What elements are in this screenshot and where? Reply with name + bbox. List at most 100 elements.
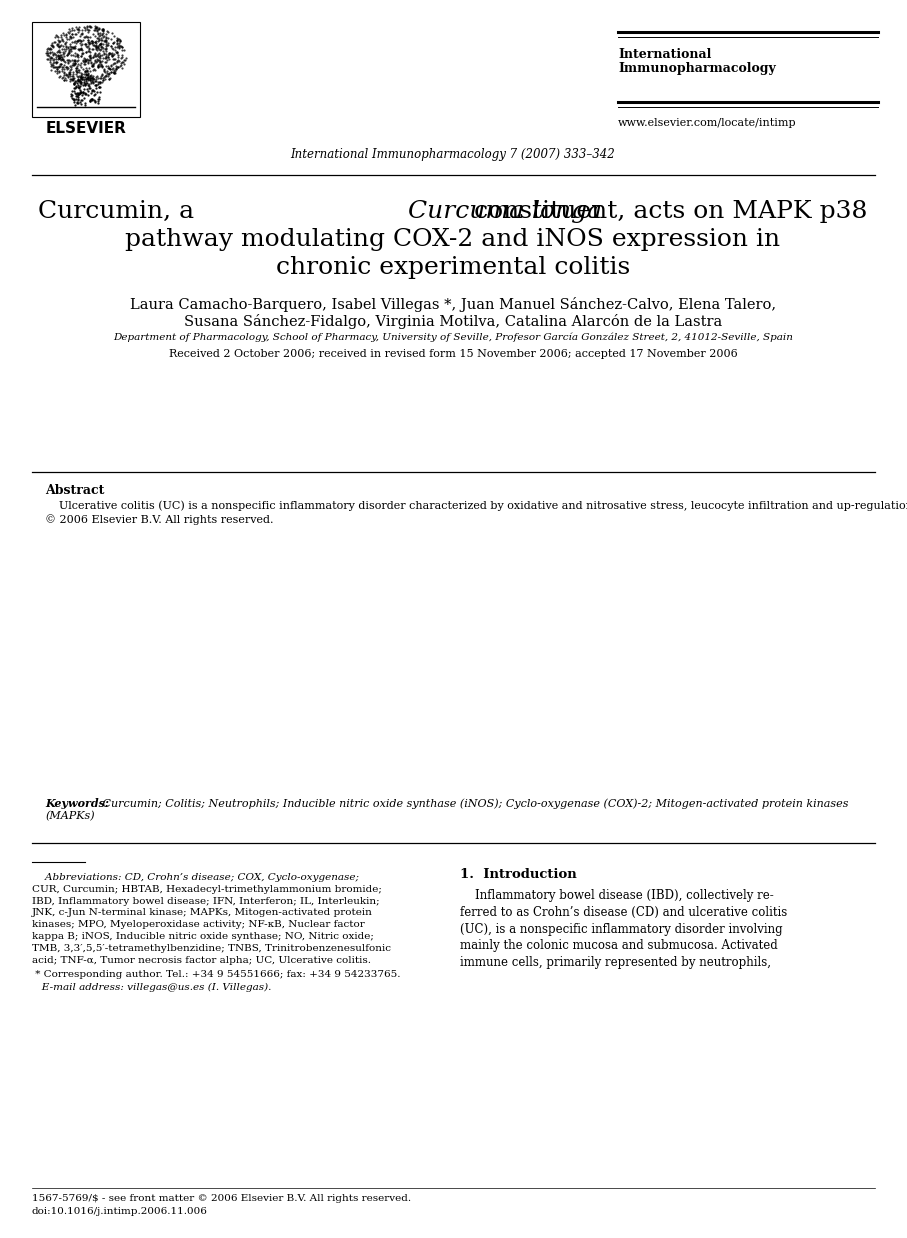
Point (75, 22, 90, 42)
Point (44, 47, 58, 67)
Point (108, 63, 122, 83)
Point (97, 67, 112, 87)
Point (58, 25, 73, 45)
Point (63, 26, 77, 46)
Point (55, 36, 70, 56)
Point (83, 46, 97, 66)
Point (69, 73, 83, 93)
Point (48, 57, 63, 77)
Point (58, 36, 73, 56)
Point (74, 84, 89, 104)
Point (92, 43, 106, 63)
Point (81, 50, 95, 69)
Point (83, 69, 97, 89)
Point (71, 20, 85, 40)
Point (95, 19, 110, 38)
Point (69, 45, 83, 64)
Point (66, 78, 81, 98)
Point (106, 32, 121, 52)
Point (45, 50, 60, 69)
Point (57, 25, 72, 45)
Point (43, 40, 57, 59)
Point (93, 52, 107, 72)
Point (73, 82, 88, 102)
Point (77, 51, 92, 71)
Point (51, 35, 65, 54)
Point (70, 20, 84, 40)
Point (102, 50, 117, 69)
Point (56, 43, 71, 63)
Point (78, 50, 93, 69)
Point (81, 22, 95, 42)
Point (66, 93, 81, 113)
Point (54, 25, 68, 45)
Point (78, 63, 93, 83)
Point (83, 16, 97, 36)
Point (40, 41, 54, 61)
Point (55, 30, 70, 50)
Point (73, 30, 88, 50)
Point (65, 24, 80, 43)
Point (111, 47, 125, 67)
Point (99, 31, 113, 51)
Point (81, 31, 95, 51)
Point (85, 38, 100, 58)
Point (97, 59, 112, 79)
Point (88, 78, 102, 98)
Point (49, 52, 63, 72)
Point (74, 90, 89, 110)
Point (67, 50, 82, 69)
Point (80, 68, 94, 88)
Point (64, 66, 79, 85)
Text: ELSEVIER: ELSEVIER (45, 121, 126, 136)
Point (81, 74, 95, 94)
Point (107, 53, 122, 73)
Point (51, 45, 65, 64)
Point (100, 50, 114, 69)
Point (66, 64, 81, 84)
Point (74, 68, 89, 88)
Point (93, 35, 108, 54)
Point (91, 54, 105, 74)
Point (70, 57, 84, 77)
Point (74, 68, 89, 88)
Point (87, 82, 102, 102)
Point (48, 57, 63, 77)
Point (64, 57, 79, 77)
Point (64, 51, 79, 71)
Point (51, 27, 65, 47)
Point (40, 48, 54, 68)
Point (101, 22, 115, 42)
Point (46, 45, 61, 64)
Point (81, 31, 95, 51)
Point (68, 71, 83, 90)
Point (81, 52, 95, 72)
Point (93, 22, 108, 42)
Point (77, 27, 92, 47)
Text: IBD, Inflammatory bowel disease; IFN, Interferon; IL, Interleukin;: IBD, Inflammatory bowel disease; IFN, In… (32, 896, 380, 906)
Point (83, 48, 97, 68)
Point (65, 69, 80, 89)
Point (85, 73, 100, 93)
Point (61, 52, 75, 72)
Point (99, 40, 113, 59)
Point (107, 62, 122, 82)
Point (103, 68, 118, 88)
Point (85, 31, 100, 51)
Point (96, 38, 111, 58)
Point (78, 62, 93, 82)
Point (60, 59, 74, 79)
Point (91, 46, 105, 66)
Point (83, 52, 98, 72)
Point (85, 31, 100, 51)
Point (55, 50, 70, 69)
Point (88, 43, 102, 63)
Point (112, 30, 127, 50)
Point (95, 57, 110, 77)
Point (104, 46, 119, 66)
Point (57, 42, 72, 62)
Point (108, 50, 122, 69)
Point (48, 27, 63, 47)
Point (45, 35, 60, 54)
Point (79, 66, 93, 85)
